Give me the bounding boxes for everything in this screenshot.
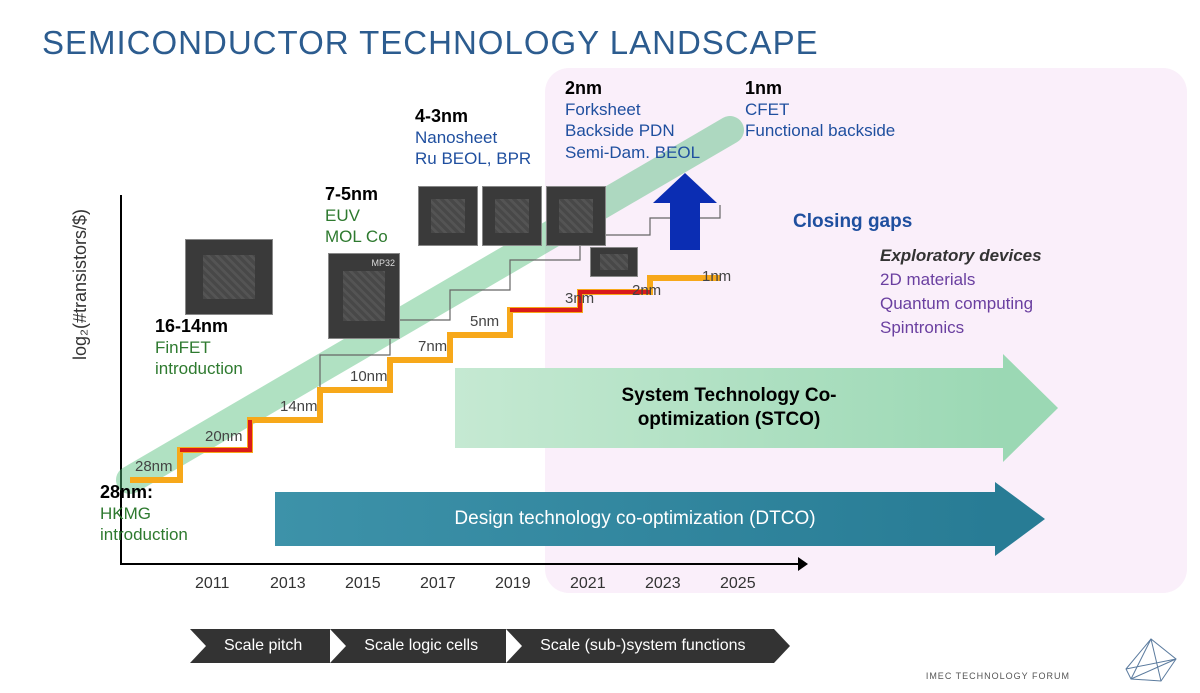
nanosheet-image-1 xyxy=(418,186,478,246)
x-tick: 2025 xyxy=(720,575,756,593)
x-tick: 2011 xyxy=(195,575,229,593)
node-n4: 4-3nmNanosheetRu BEOL, BPR xyxy=(415,106,531,170)
x-tick: 2021 xyxy=(570,575,606,593)
finfet-image xyxy=(185,239,273,315)
stco-arrow: System Technology Co- optimization (STCO… xyxy=(455,368,1060,448)
chevron-scale-pitch: Scale pitch xyxy=(190,629,330,663)
stco-arrowhead-icon xyxy=(1003,354,1058,462)
exploratory-item: Spintronics xyxy=(880,318,964,338)
node-n2: 2nmForksheetBackside PDNSemi-Dam. BEOL xyxy=(565,78,700,163)
chevron-scale-functions: Scale (sub-)system functions xyxy=(506,629,773,663)
step-label: 28nm xyxy=(135,458,173,475)
step-label: 3nm xyxy=(565,290,594,307)
dtco-label: Design technology co-optimization (DTCO) xyxy=(275,492,995,546)
step-label: 10nm xyxy=(350,368,388,385)
x-tick: 2013 xyxy=(270,575,306,593)
chevron-scale-cells: Scale logic cells xyxy=(330,629,506,663)
step-label: 20nm xyxy=(205,428,243,445)
node-n16: 16-14nmFinFETintroduction xyxy=(155,316,243,380)
node-n7: 7-5nmEUVMOL Co xyxy=(325,184,388,248)
x-tick: 2019 xyxy=(495,575,531,593)
chip-image xyxy=(590,247,638,277)
step-label: 5nm xyxy=(470,313,499,330)
step-label: 1nm xyxy=(702,268,731,285)
mol-image: MP32 xyxy=(328,253,400,339)
node-n28: 28nm:HKMGintroduction xyxy=(100,482,188,546)
x-tick: 2015 xyxy=(345,575,381,593)
closing-gaps-label: Closing gaps xyxy=(793,211,912,233)
exploratory-item: Quantum computing xyxy=(880,294,1033,314)
step-label: 14nm xyxy=(280,398,318,415)
footer-text: IMEC TECHNOLOGY FORUM xyxy=(926,671,1070,681)
x-axis-arrow-icon xyxy=(798,557,808,571)
stco-label: System Technology Co- optimization (STCO… xyxy=(621,384,836,432)
exploratory-title: Exploratory devices xyxy=(880,246,1042,266)
nanosheet-image-3 xyxy=(546,186,606,246)
x-tick: 2017 xyxy=(420,575,456,593)
dtco-arrow: Design technology co-optimization (DTCO) xyxy=(275,492,1045,546)
node-n1: 1nmCFETFunctional backside xyxy=(745,78,895,142)
bottom-chevrons: Scale pitch Scale logic cells Scale (sub… xyxy=(190,629,774,663)
page-title: SEMICONDUCTOR TECHNOLOGY LANDSCAPE xyxy=(42,24,819,62)
step-label: 2nm xyxy=(632,282,661,299)
imec-logo-icon xyxy=(1116,629,1186,687)
y-axis-label: log₂(#transistors/$) xyxy=(70,209,91,360)
gap-up-arrow-icon xyxy=(670,200,700,250)
x-axis xyxy=(120,563,800,565)
nanosheet-image-2 xyxy=(482,186,542,246)
dtco-arrowhead-icon xyxy=(995,482,1045,556)
step-label: 7nm xyxy=(418,338,447,355)
x-tick: 2023 xyxy=(645,575,681,593)
exploratory-item: 2D materials xyxy=(880,270,975,290)
